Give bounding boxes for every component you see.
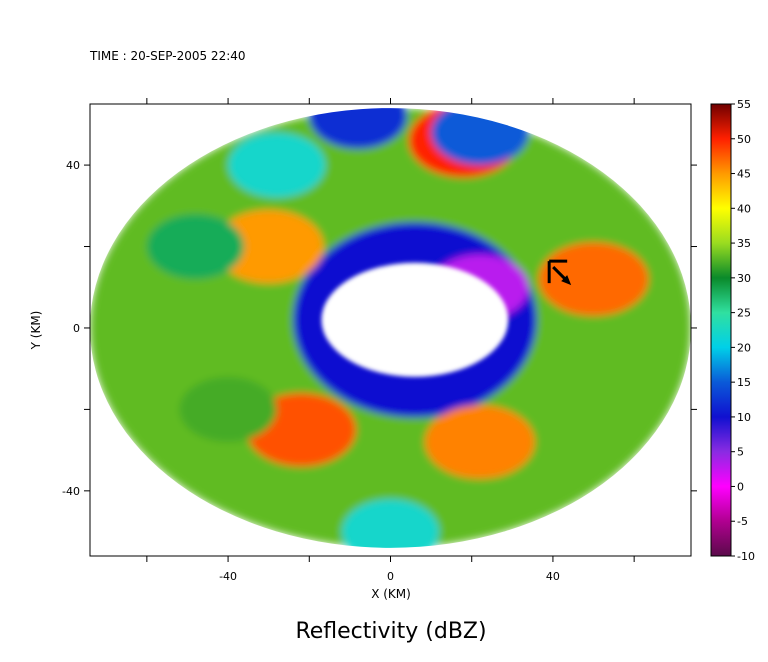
y-tick-label-2: 40 bbox=[66, 159, 80, 172]
colorbar bbox=[710, 103, 732, 557]
weak-echo-6 bbox=[309, 108, 407, 149]
x-axis-label: X (KM) bbox=[371, 587, 411, 601]
y-tick-label-1: 0 bbox=[73, 322, 80, 335]
colorbar-tick-label-8: 15 bbox=[737, 376, 751, 389]
time-label: TIME : 20-SEP-2005 22:40 bbox=[89, 49, 246, 63]
colorbar-tick-label-6: 25 bbox=[737, 307, 751, 320]
colorbar-tick-label-4: 35 bbox=[737, 237, 751, 250]
colorbar-tick-label-12: -5 bbox=[737, 515, 748, 528]
colorbar-tick-label-13: -10 bbox=[737, 550, 755, 563]
chart-title: Reflectivity (dBZ) bbox=[295, 619, 486, 644]
y-tick-label-0: -40 bbox=[62, 485, 80, 498]
colorbar-tick-label-3: 40 bbox=[737, 202, 751, 215]
colorbar-tick-label-10: 5 bbox=[737, 446, 744, 459]
storm-motion-arrow-icon bbox=[547, 259, 572, 286]
rainband-5 bbox=[213, 209, 324, 284]
weak-echo-9 bbox=[228, 132, 326, 198]
x-tick-label-1: 0 bbox=[387, 570, 394, 583]
weak-echo-7 bbox=[431, 108, 529, 166]
x-tick-label-2: 40 bbox=[546, 570, 560, 583]
colorbar-tick-label-0: 55 bbox=[737, 98, 751, 111]
colorbar-tick-label-2: 45 bbox=[737, 168, 751, 181]
axes: -40 0 40 -40 0 40 bbox=[62, 98, 697, 583]
weak-echo-10 bbox=[341, 498, 440, 548]
colorbar-tick-label-1: 50 bbox=[737, 133, 751, 146]
colorbar-tick-label-9: 10 bbox=[737, 411, 751, 424]
x-tick-label-0: -40 bbox=[219, 570, 237, 583]
colorbar-tick-label-7: 20 bbox=[737, 341, 751, 354]
weak-echo-12 bbox=[179, 376, 277, 442]
rainband-1 bbox=[538, 242, 649, 316]
eye-no-data bbox=[321, 262, 509, 377]
colorbar-tick-label-5: 30 bbox=[737, 272, 751, 285]
weak-echo-11 bbox=[146, 213, 245, 280]
rainband-4 bbox=[425, 405, 535, 479]
y-axis-label: Y (KM) bbox=[29, 311, 43, 351]
storm-motion-arrow-head bbox=[561, 275, 572, 286]
colorbar-tick-label-11: 0 bbox=[737, 480, 744, 493]
reflectivity-field bbox=[90, 108, 691, 548]
